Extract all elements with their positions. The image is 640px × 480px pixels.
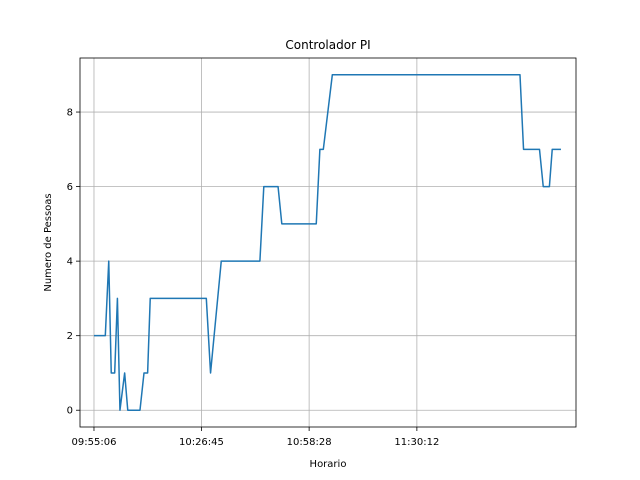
y-tick-label: 0 xyxy=(67,406,73,417)
series-line xyxy=(93,74,561,411)
x-tick-label: 09:55:06 xyxy=(72,437,117,448)
y-tick-label: 2 xyxy=(67,331,73,342)
chart-title: Controlador PI xyxy=(285,38,370,52)
y-tick-label: 4 xyxy=(67,257,73,268)
x-tick-label: 11:30:12 xyxy=(394,437,439,448)
y-axis-label: Numero de Pessoas xyxy=(43,193,54,291)
gridlines xyxy=(80,58,576,427)
plot-frame xyxy=(79,57,577,428)
tick-labels: 09:55:06 10:26:45 10:58:28 11:30:12 0 2 4 6 8 xyxy=(67,108,440,448)
y-tick-label: 8 xyxy=(67,108,73,119)
axis-ticks xyxy=(76,111,418,431)
plot-area-background xyxy=(80,58,576,427)
x-tick-label: 10:58:28 xyxy=(287,437,332,448)
x-tick-label: 10:26:45 xyxy=(179,437,224,448)
x-axis-label: Horario xyxy=(310,459,347,470)
y-tick-label: 6 xyxy=(67,182,73,193)
series-layer xyxy=(93,74,561,411)
